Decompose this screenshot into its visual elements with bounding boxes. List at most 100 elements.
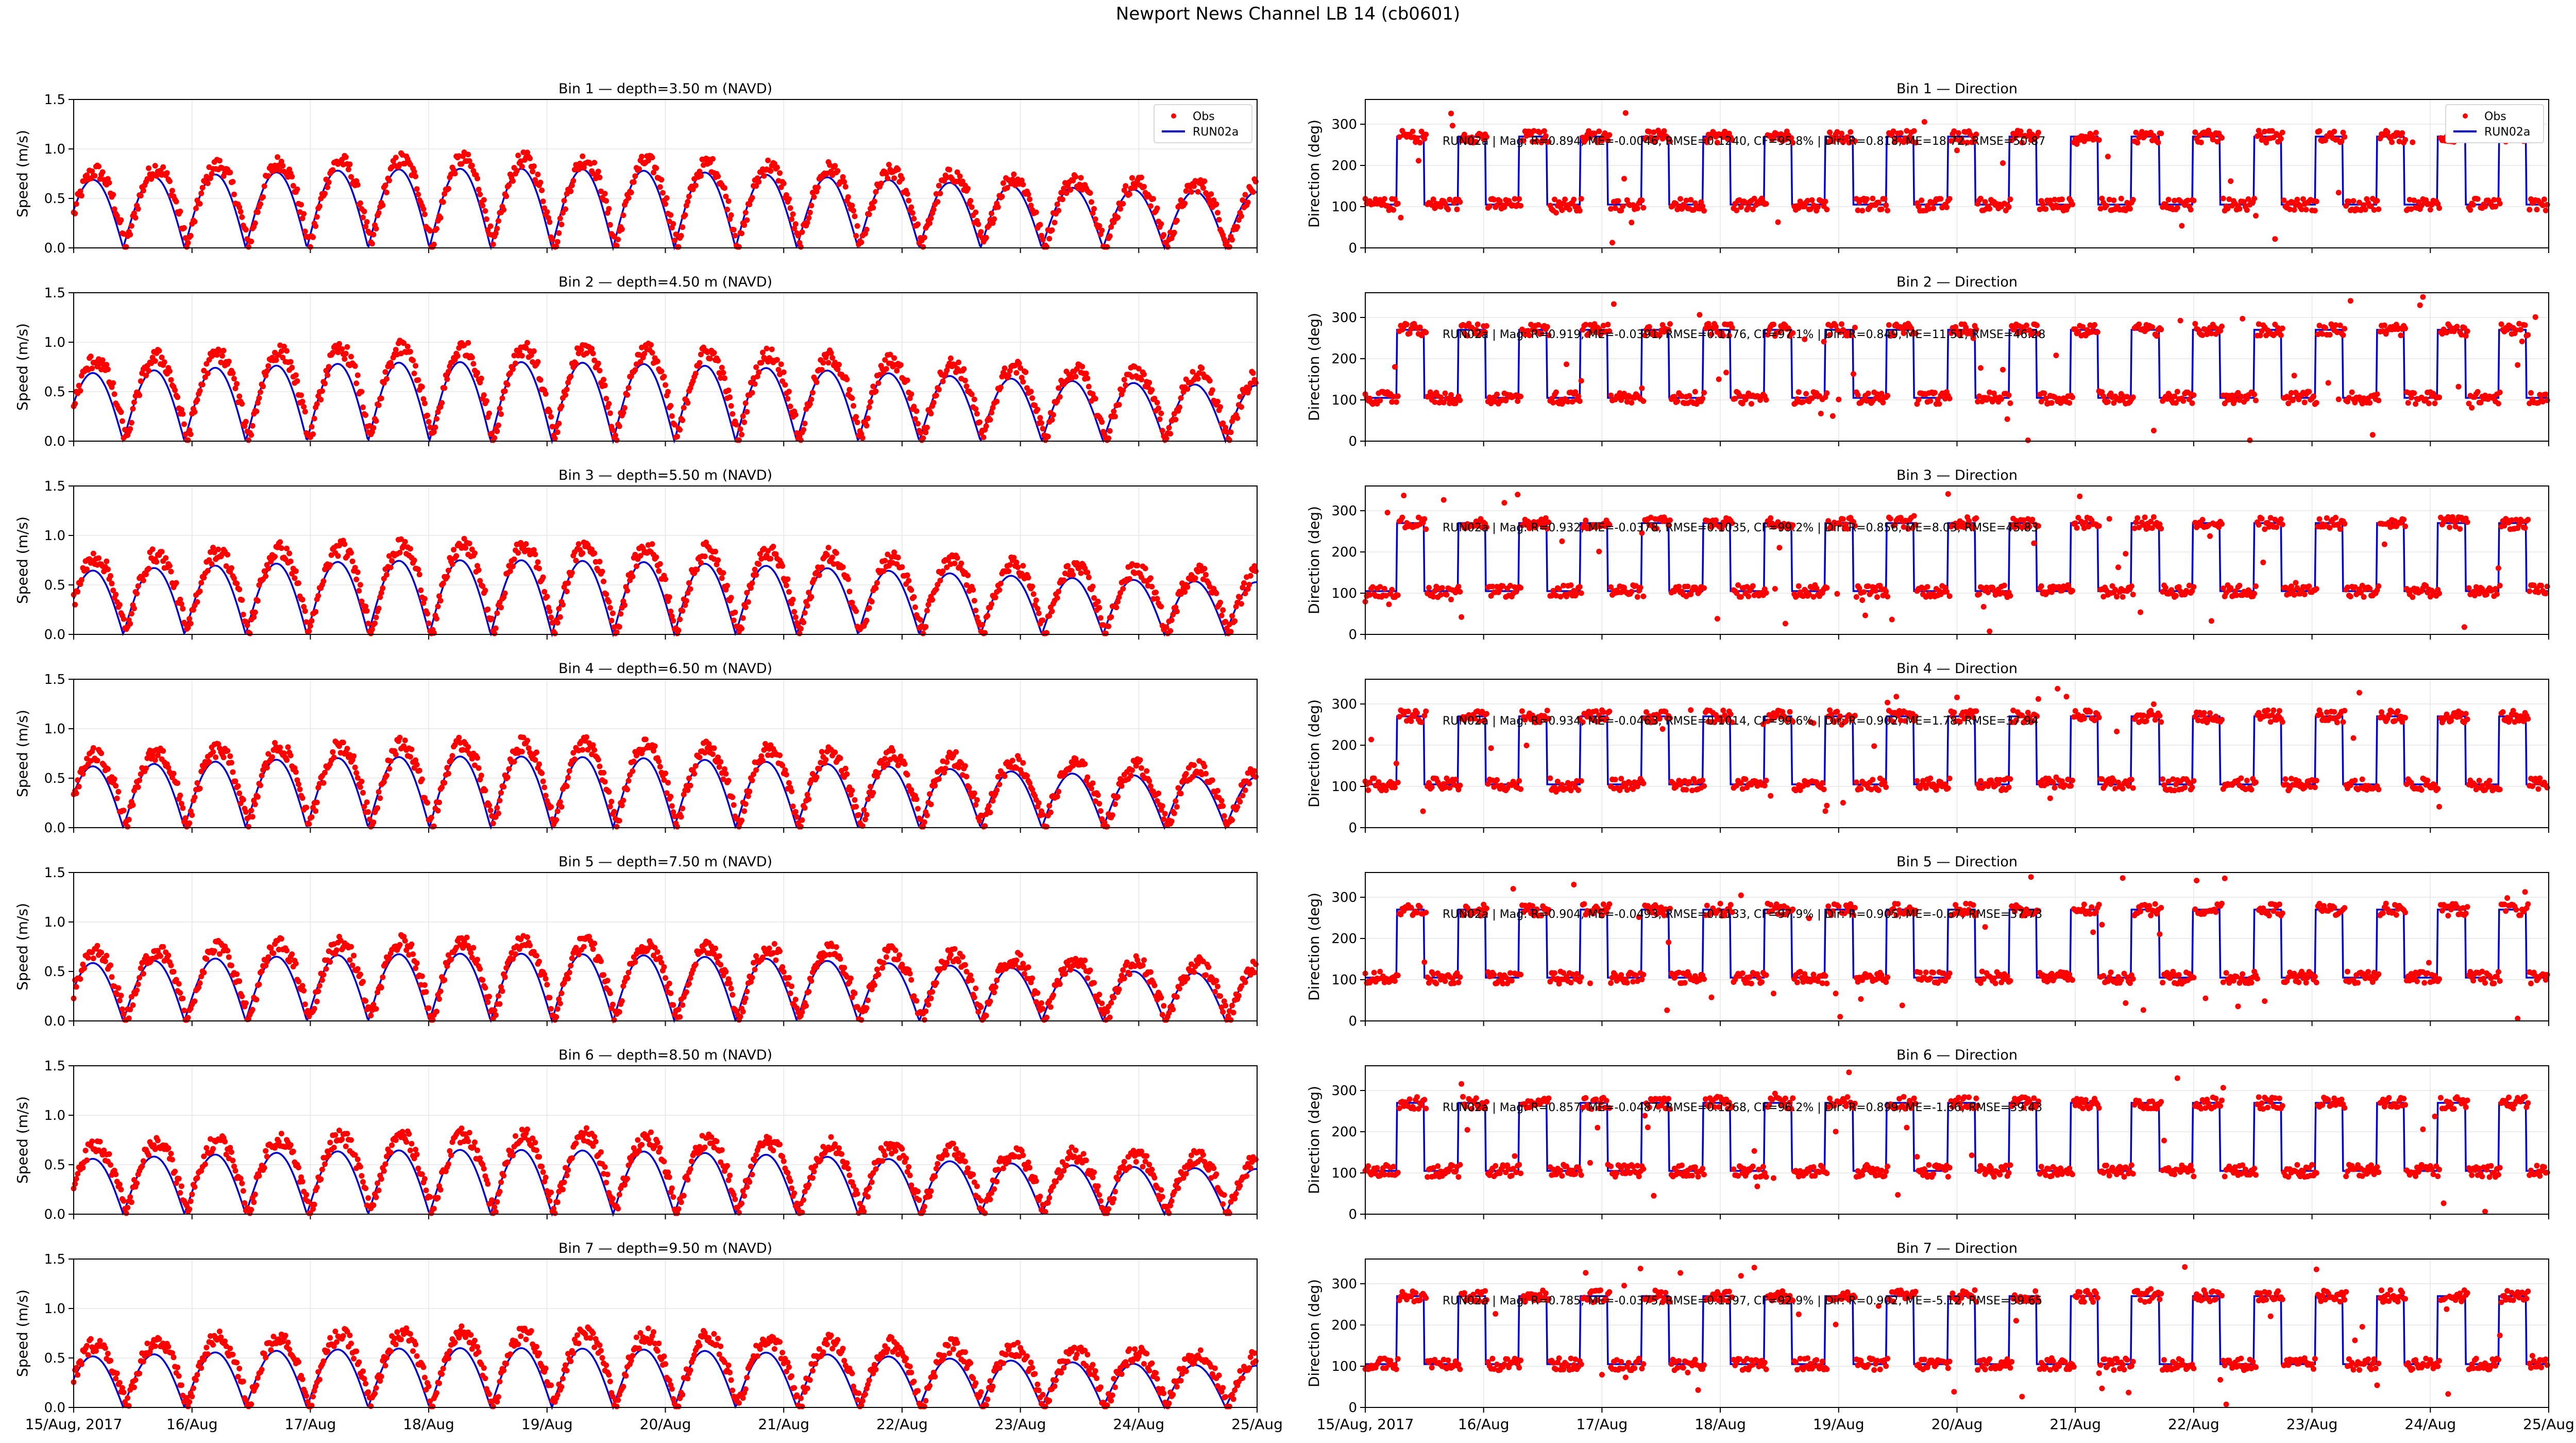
speed-panel-2-obs-point <box>1250 370 1256 376</box>
speed-panel-3-obs-point <box>485 606 491 612</box>
speed-panel-1-obs-point <box>957 173 963 179</box>
speed-panel-1-obs-point <box>1250 189 1256 195</box>
speed-panel-2-obs-point <box>1028 389 1034 395</box>
direction-panel-2-obs-point <box>1393 399 1399 405</box>
speed-panel-2-obs-point <box>904 377 910 383</box>
direction-panel-2-obs-point <box>2398 332 2404 339</box>
speed-panel-2-obs-point <box>483 398 489 404</box>
direction-panel-1-obs-point <box>1392 196 1398 202</box>
speed-panel-1-obs-point <box>873 189 879 195</box>
speed-panel-1-obs-point <box>1224 239 1230 245</box>
direction-panel-1-obs-point <box>1546 139 1552 145</box>
speed-panel-3-obs-point <box>768 556 774 562</box>
speed-panel-2-obs-point <box>432 424 438 430</box>
direction-panel-1-obs-point <box>1839 130 1844 137</box>
direction-panel-1-obs-point <box>1809 197 1815 203</box>
speed-panel-1-legend-obs-label: Obs <box>1193 110 1215 123</box>
speed-panel-3-obs-point <box>728 595 734 601</box>
direction-panel-2-obs-point <box>2301 399 2308 406</box>
speed-panel-1-obs-point <box>230 179 236 185</box>
direction-panel-2-obs-point <box>1423 329 1429 335</box>
speed-panel-3-obs-point <box>656 568 662 574</box>
speed-panel-3-obs-point <box>882 558 888 564</box>
speed-panel-3-obs-point <box>492 630 498 636</box>
speed-panel-2-obs-point <box>1107 428 1113 434</box>
speed-panel-2-obs-point <box>226 358 232 364</box>
direction-panel-3-obs-point <box>1381 585 1387 592</box>
direction-panel-1-obs-point <box>2269 128 2275 134</box>
direction-panel-1-obs-point <box>1634 205 1640 211</box>
speed-panel-2-obs-point <box>591 357 598 363</box>
speed-panel-3-obs-point <box>979 622 986 628</box>
speed-panel-3-obs-point <box>779 563 786 569</box>
direction-panel-2-obs-point <box>2066 400 2073 406</box>
speed-panel-1-obs-point <box>673 231 679 238</box>
speed-panel-2-obs-point <box>513 360 518 366</box>
speed-panel-1-obs-point <box>477 191 483 197</box>
speed-panel-3-obs-point <box>1201 566 1208 572</box>
speed-panel-2-obs-point <box>1173 416 1179 423</box>
direction-panel-1-obs-point <box>2192 129 2198 136</box>
speed-panel-1-obs-point <box>870 205 876 211</box>
speed-panel-2-obs-point <box>260 383 266 390</box>
speed-panel-3-obs-point <box>724 583 730 589</box>
direction-panel-1-obs-point <box>2133 129 2139 136</box>
speed-panel-3-obs-point <box>1020 563 1026 569</box>
speed-panel-1-ytick-label: 1.5 <box>44 92 65 108</box>
direction-panel-1-obs-point <box>2294 196 2300 203</box>
speed-panel-2-obs-point <box>298 392 304 398</box>
speed-panel-3-obs-point <box>511 556 517 562</box>
speed-panel-1-obs-point <box>607 222 613 228</box>
speed-panel-1-obs-point <box>1099 227 1105 233</box>
speed-panel-1-obs-point <box>307 244 313 250</box>
speed-panel-3-obs-point <box>873 585 879 591</box>
speed-panel-1-obs-point <box>921 234 927 241</box>
speed-panel-2-obs-point <box>439 400 445 406</box>
speed-panel-3-obs-point <box>840 564 846 570</box>
direction-panel-3-obs-point <box>1824 585 1830 591</box>
direction-panel-2-title: Bin 2 — Direction <box>1896 274 2018 290</box>
direction-panel-2-obs-point <box>2105 399 2111 405</box>
speed-panel-2-obs-point <box>711 350 717 356</box>
speed-panel-3-obs-point <box>272 553 278 560</box>
speed-panel-1-obs-point <box>1056 208 1062 214</box>
direction-panel-2-ytick-label: 300 <box>1331 310 1357 326</box>
speed-panel-3-obs-point <box>1246 582 1252 588</box>
speed-panel-2-obs-point <box>137 392 143 398</box>
direction-panel-1-obs-point <box>2096 137 2102 143</box>
direction-panel-1-obs-point <box>1651 129 1657 136</box>
speed-panel-2-obs-point <box>740 413 746 419</box>
speed-panel-2-obs-point <box>677 427 683 433</box>
speed-panel-2-obs-point <box>624 392 630 398</box>
speed-panel-3-obs-point <box>287 558 294 564</box>
speed-panel-3-obs-point <box>1237 594 1243 600</box>
speed-panel-1-obs-point <box>842 183 849 190</box>
speed-panel-3-obs-point <box>1126 576 1132 582</box>
direction-panel-3-ylabel: Direction (deg) <box>1306 506 1323 614</box>
direction-panel-2-obs-point <box>2381 322 2387 328</box>
speed-panel-2-obs-point <box>492 435 498 441</box>
speed-panel-1-obs-point <box>937 190 943 196</box>
speed-panel-1-ytick-label: 0.0 <box>44 241 65 256</box>
speed-panel-3-obs-point <box>327 562 333 568</box>
speed-panel-2-obs-point <box>851 403 856 409</box>
speed-panel-3-obs-point <box>356 588 362 594</box>
speed-panel-1-obs-point <box>631 179 637 185</box>
speed-panel-2-obs-point <box>601 377 606 383</box>
speed-panel-3-obs-point <box>1029 583 1036 590</box>
speed-panel-1-obs-point <box>664 195 670 201</box>
speed-panel-1-obs-point <box>908 204 914 210</box>
speed-panel-3-ytick-label: 1.5 <box>44 479 65 494</box>
speed-panel-2-obs-point <box>494 428 500 434</box>
speed-panel-3-obs-point <box>131 606 137 612</box>
speed-panel-2-obs-point <box>420 396 427 402</box>
speed-panel-2-obs-point <box>470 361 477 367</box>
direction-panel-1-obs-point <box>2335 190 2342 196</box>
direction-panel-2-obs-point <box>2180 398 2187 404</box>
speed-panel-3-obs-point <box>286 550 293 557</box>
speed-panel-2-obs-point <box>1079 363 1086 370</box>
direction-panel-1-obs-point <box>1926 206 1932 212</box>
direction-panel-3-obs-point <box>2001 582 2007 589</box>
direction-panel-3-ytick-label: 100 <box>1331 586 1357 601</box>
speed-panel-1-obs-point <box>927 220 933 226</box>
